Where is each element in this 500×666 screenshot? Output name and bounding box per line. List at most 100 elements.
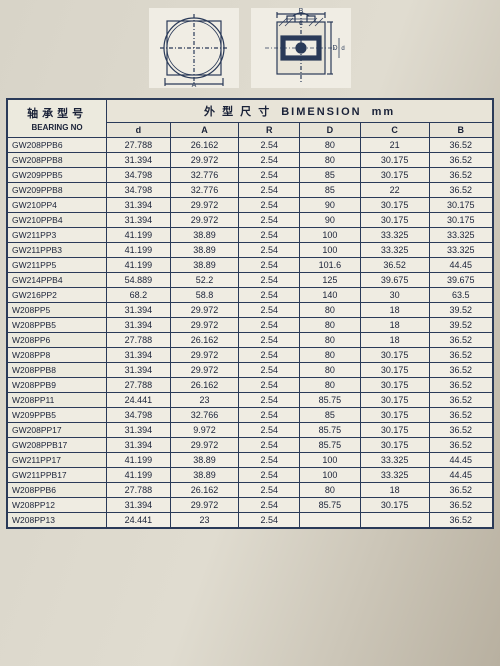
cell-A: 29.972 — [170, 438, 239, 453]
cell-D: 90 — [300, 198, 361, 213]
cell-d: 31.394 — [107, 438, 170, 453]
table-row: W208PP531.39429.9722.54801839.52 — [8, 303, 493, 318]
cell-D: 100 — [300, 468, 361, 483]
cell-B: 36.52 — [429, 393, 492, 408]
cell-R: 2.54 — [239, 363, 300, 378]
cell-D: 85.75 — [300, 423, 361, 438]
cell-bearing-no: W208PP8 — [8, 348, 107, 363]
diagram-row: A — [6, 6, 494, 94]
cell-C — [360, 513, 429, 528]
cell-d: 31.394 — [107, 318, 170, 333]
cell-A: 29.972 — [170, 363, 239, 378]
model-header: 轴承型号 — [10, 105, 104, 121]
cell-bearing-no: W208PPB5 — [8, 318, 107, 333]
cell-C: 18 — [360, 303, 429, 318]
col-A: A — [170, 123, 239, 138]
cell-C: 33.325 — [360, 243, 429, 258]
table-row: GW211PP341.19938.892.5410033.32533.325 — [8, 228, 493, 243]
cell-d: 31.394 — [107, 153, 170, 168]
cell-B: 36.52 — [429, 363, 492, 378]
cell-bearing-no: GW211PP3 — [8, 228, 107, 243]
cell-C: 18 — [360, 333, 429, 348]
cell-d: 34.798 — [107, 408, 170, 423]
cell-A: 58.8 — [170, 288, 239, 303]
cell-B: 36.52 — [429, 423, 492, 438]
cell-R: 2.54 — [239, 513, 300, 528]
cell-A: 26.162 — [170, 378, 239, 393]
cell-d: 54.889 — [107, 273, 170, 288]
cell-C: 36.52 — [360, 258, 429, 273]
cell-bearing-no: GW208PPB17 — [8, 438, 107, 453]
cell-C: 30.175 — [360, 423, 429, 438]
cell-R: 2.54 — [239, 468, 300, 483]
cell-A: 29.972 — [170, 318, 239, 333]
cell-R: 2.54 — [239, 168, 300, 183]
cell-C: 30.175 — [360, 438, 429, 453]
cell-C: 30.175 — [360, 213, 429, 228]
cell-R: 2.54 — [239, 303, 300, 318]
dim-header-en: BIMENSION — [281, 106, 361, 118]
table-row: W208PP1231.39429.9722.5485.7530.17536.52 — [8, 498, 493, 513]
cell-bearing-no: GW211PPB3 — [8, 243, 107, 258]
cell-D: 80 — [300, 348, 361, 363]
table-body: GW208PPB627.78826.1622.54802136.52GW208P… — [8, 138, 493, 528]
cell-d: 41.199 — [107, 228, 170, 243]
cell-d: 31.394 — [107, 423, 170, 438]
table-row: W208PP627.78826.1622.54801836.52 — [8, 333, 493, 348]
cell-B: 39.52 — [429, 318, 492, 333]
label-B: B — [299, 8, 304, 15]
cell-C: 30 — [360, 288, 429, 303]
cell-D: 80 — [300, 153, 361, 168]
table-container: 轴承型号 BEARING NO 外 型 尺 寸 BIMENSION mm d A — [6, 98, 494, 529]
cell-bearing-no: GW209PPB8 — [8, 183, 107, 198]
cell-D: 125 — [300, 273, 361, 288]
cell-A: 52.2 — [170, 273, 239, 288]
cell-A: 29.972 — [170, 153, 239, 168]
cell-C: 33.325 — [360, 453, 429, 468]
cell-bearing-no: GW208PPB8 — [8, 153, 107, 168]
cell-D: 80 — [300, 303, 361, 318]
cell-B: 33.325 — [429, 228, 492, 243]
cell-R: 2.54 — [239, 393, 300, 408]
table-row: W209PPB534.79832.7662.548530.17536.52 — [8, 408, 493, 423]
cell-D: 85 — [300, 408, 361, 423]
cell-A: 32.776 — [170, 168, 239, 183]
cell-R: 2.54 — [239, 288, 300, 303]
table-row: GW214PPB454.88952.22.5412539.67539.675 — [8, 273, 493, 288]
cell-bearing-no: GW210PP4 — [8, 198, 107, 213]
cell-B: 44.45 — [429, 468, 492, 483]
cell-R: 2.54 — [239, 453, 300, 468]
cell-A: 29.972 — [170, 348, 239, 363]
cell-D: 90 — [300, 213, 361, 228]
cell-A: 38.89 — [170, 258, 239, 273]
cell-B: 36.52 — [429, 183, 492, 198]
col-B: B — [429, 123, 492, 138]
cell-C: 30.175 — [360, 498, 429, 513]
table-row: W208PPB831.39429.9722.548030.17536.52 — [8, 363, 493, 378]
cell-B: 36.52 — [429, 378, 492, 393]
side-view-diagram: B C D d — [251, 8, 351, 88]
cell-R: 2.54 — [239, 258, 300, 273]
cell-d: 31.394 — [107, 303, 170, 318]
label-D: D — [332, 45, 337, 52]
cell-D: 101.6 — [300, 258, 361, 273]
cell-B: 36.52 — [429, 483, 492, 498]
col-d: d — [107, 123, 170, 138]
cell-D: 85 — [300, 168, 361, 183]
cell-B: 36.52 — [429, 408, 492, 423]
cell-bearing-no: W208PP6 — [8, 333, 107, 348]
cell-D: 80 — [300, 483, 361, 498]
cell-R: 2.54 — [239, 378, 300, 393]
cell-B: 36.52 — [429, 513, 492, 528]
table-row: GW211PPB1741.19938.892.5410033.32544.45 — [8, 468, 493, 483]
cell-A: 38.89 — [170, 453, 239, 468]
cell-d: 31.394 — [107, 363, 170, 378]
cell-A: 32.776 — [170, 183, 239, 198]
cell-B: 36.52 — [429, 153, 492, 168]
cell-A: 9.972 — [170, 423, 239, 438]
cell-d: 34.798 — [107, 183, 170, 198]
cell-bearing-no: GW210PPB4 — [8, 213, 107, 228]
cell-R: 2.54 — [239, 438, 300, 453]
cell-A: 29.972 — [170, 498, 239, 513]
cell-bearing-no: W209PPB5 — [8, 408, 107, 423]
